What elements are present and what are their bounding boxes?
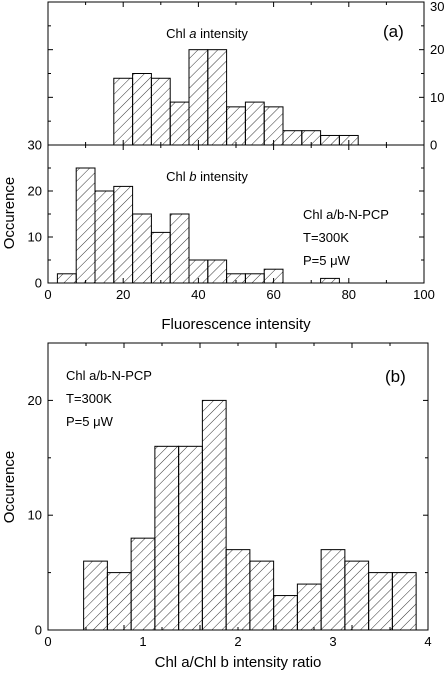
histogram-bar bbox=[169, 101, 190, 146]
y-tick-label-right: 30 bbox=[430, 0, 444, 14]
histogram-bar bbox=[207, 49, 228, 146]
bars-chl-a bbox=[113, 49, 359, 146]
x-tick-label: 100 bbox=[413, 287, 435, 302]
info-line-3-a: P=5 μW bbox=[303, 253, 351, 268]
y-tick-label: 20 bbox=[28, 184, 42, 199]
x-tick-label: 3 bbox=[329, 634, 336, 649]
y-tick-label: 10 bbox=[28, 230, 42, 245]
y-axis-title-a: Occurence bbox=[1, 177, 18, 250]
histogram-bar bbox=[83, 560, 108, 631]
histogram-bar bbox=[296, 583, 322, 631]
y-tick-label-right: 20 bbox=[430, 42, 444, 57]
histogram-bar bbox=[106, 572, 132, 631]
info-line-1-b: Chl a/b-N-PCP bbox=[66, 368, 152, 383]
histogram-bar bbox=[249, 560, 275, 631]
histogram-bar bbox=[94, 190, 115, 284]
histogram-bar bbox=[169, 213, 190, 284]
histogram-bar bbox=[263, 106, 284, 146]
histogram-bar bbox=[282, 130, 303, 146]
y-tick-label: 0 bbox=[35, 623, 42, 638]
info-line-3-b: P=5 μW bbox=[66, 414, 114, 429]
annotation-chl-b: Chl b intensity bbox=[166, 169, 248, 184]
histogram-bar bbox=[132, 73, 152, 146]
histogram-bar bbox=[132, 213, 152, 284]
histogram-bar bbox=[201, 399, 227, 631]
ticks-chl-a: 0 10 20 30 30 bbox=[28, 0, 445, 153]
histogram-bar bbox=[320, 277, 340, 284]
histogram-bar bbox=[113, 185, 134, 284]
histogram-bar bbox=[244, 101, 265, 146]
histogram-bar bbox=[207, 259, 228, 284]
x-axis-title-b: Chl a/Chl b intensity ratio bbox=[155, 654, 322, 671]
bars-chl-b bbox=[56, 167, 340, 284]
info-line-2-a: T=300K bbox=[303, 230, 349, 245]
panel-a-bottom: 0 20 40 60 80 100 0 10 20 Chl b intensity Chl a/… bbox=[1, 144, 435, 333]
x-tick-label: 1 bbox=[139, 634, 146, 649]
panel-b: 0 1 2 3 4 0 10 20 (b) Chl a/b-N-PCP T=300K P=5 … bbox=[1, 342, 432, 671]
bars-ratio bbox=[83, 399, 417, 631]
histogram-bar bbox=[344, 560, 370, 631]
y-tick-label: 10 bbox=[28, 508, 42, 523]
histogram-bar bbox=[226, 106, 246, 146]
x-axis-title-a: Fluorescence intensity bbox=[161, 316, 311, 333]
x-tick-label: 0 bbox=[44, 634, 51, 649]
histogram-bar bbox=[244, 273, 265, 284]
y-tick-label: 20 bbox=[28, 393, 42, 408]
info-line-1-a: Chl a/b-N-PCP bbox=[303, 207, 389, 222]
y-axis-title-b: Occurence bbox=[1, 451, 18, 524]
x-tick-label: 20 bbox=[116, 287, 130, 302]
y-tick-label: 30 bbox=[28, 138, 42, 153]
annotation-chl-a: Chl a intensity bbox=[166, 26, 248, 41]
histogram-bar bbox=[188, 49, 209, 146]
histogram-bar bbox=[154, 445, 180, 631]
histogram-bar bbox=[178, 445, 203, 631]
ticks-chl-b: 0 20 40 60 80 100 0 10 20 bbox=[28, 144, 435, 302]
x-tick-label: 60 bbox=[266, 287, 280, 302]
y-tick-label: 0 bbox=[35, 276, 42, 291]
x-tick-label: 2 bbox=[234, 634, 241, 649]
x-tick-label: 4 bbox=[424, 634, 431, 649]
histogram-bar bbox=[150, 231, 171, 284]
histogram-bar bbox=[368, 572, 393, 631]
histogram-bar bbox=[75, 167, 96, 284]
ticks-ratio: 0 1 2 3 4 0 10 20 bbox=[28, 342, 432, 649]
histogram-bar bbox=[320, 134, 340, 146]
panel-a-top: 0 10 20 30 30 (a) Chl a intensity bbox=[28, 0, 445, 153]
histogram-bar bbox=[320, 549, 346, 631]
panel-label-b: (b) bbox=[385, 367, 406, 386]
panel-label-a: (a) bbox=[383, 22, 404, 41]
histogram-bar bbox=[56, 273, 77, 284]
histogram-bar bbox=[225, 549, 251, 631]
histogram-bar bbox=[113, 77, 134, 146]
info-line-2-b: T=300K bbox=[66, 391, 112, 406]
histogram-bar bbox=[273, 595, 298, 631]
x-tick-label: 40 bbox=[191, 287, 205, 302]
histogram-bar bbox=[130, 537, 156, 631]
histogram-bar bbox=[150, 77, 171, 146]
y-tick-label-right: 10 bbox=[430, 90, 444, 105]
x-tick-label: 0 bbox=[44, 287, 51, 302]
y-tick-label-right: 0 bbox=[430, 138, 437, 153]
x-tick-label: 80 bbox=[342, 287, 356, 302]
histogram-bar bbox=[391, 572, 417, 631]
